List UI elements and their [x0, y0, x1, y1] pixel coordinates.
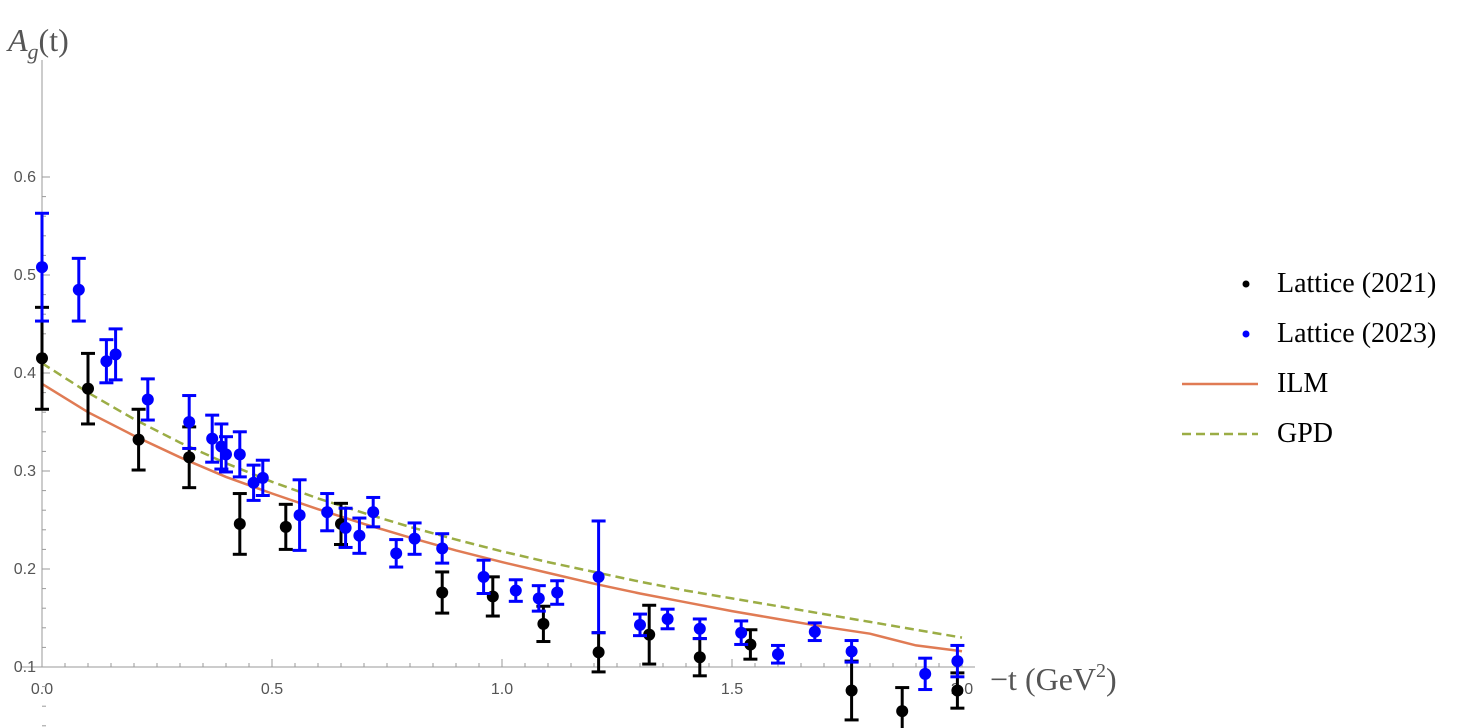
axes: 0.00.51.01.52.0 0.10.20.30.40.50.6 — [14, 60, 975, 727]
data-point — [919, 667, 932, 680]
data-point — [537, 617, 550, 630]
data-point — [353, 529, 366, 542]
series-line-gpd — [41, 362, 963, 639]
legend-label-lattice-2021: Lattice (2021) — [1277, 268, 1436, 299]
data-point — [247, 476, 260, 489]
legend-label-gpd: GPD — [1277, 418, 1333, 449]
data-point — [390, 547, 403, 560]
legend-marker-lattice-2023 — [1242, 330, 1250, 338]
y-tick-label: 0.2 — [14, 561, 36, 578]
data-point — [808, 625, 821, 638]
x-axis-title-suffix: ) — [1106, 661, 1117, 697]
x-axis-title-sup: 2 — [1096, 660, 1106, 682]
data-point — [293, 509, 306, 522]
data-point — [551, 586, 564, 599]
data-point — [693, 622, 706, 635]
data-point — [72, 283, 85, 296]
data-point — [436, 542, 449, 555]
data-point — [744, 638, 757, 651]
data-point — [100, 355, 113, 368]
data-point — [279, 520, 292, 533]
data-point — [509, 584, 522, 597]
data-point — [436, 586, 449, 599]
y-axis-title-sub: g — [28, 39, 39, 64]
data-point — [661, 612, 674, 625]
data-point — [845, 684, 858, 697]
data-point — [477, 570, 490, 583]
y-axis-title-suffix: (t) — [39, 22, 69, 58]
data-point — [206, 432, 219, 445]
y-tick-label: 0.6 — [14, 169, 36, 186]
data-point — [634, 618, 646, 631]
data-point — [82, 382, 94, 395]
data-point — [339, 521, 352, 534]
y-tick-label: 0.4 — [14, 365, 36, 382]
data-point — [132, 433, 145, 446]
data-point — [109, 348, 122, 361]
x-tick-label: 0.0 — [31, 681, 53, 698]
y-tick-label: 0.3 — [14, 463, 36, 480]
data-point — [408, 532, 421, 545]
series-line-ilm — [41, 382, 963, 653]
data-point — [220, 448, 232, 461]
plot-area — [35, 211, 965, 728]
data-point — [183, 416, 196, 428]
data-point — [735, 626, 748, 639]
series-lattice-2023- — [35, 211, 965, 692]
x-axis-title: −t (GeV2) — [990, 660, 1117, 697]
x-ticks: 0.00.51.01.52.0 — [31, 659, 973, 698]
data-point — [951, 684, 964, 697]
x-axis-title-main: −t (GeV — [990, 661, 1096, 697]
data-point — [321, 506, 334, 519]
y-tick-label: 0.1 — [14, 659, 36, 676]
data-point — [256, 471, 269, 484]
data-point — [845, 645, 858, 658]
legend-label-ilm: ILM — [1277, 368, 1328, 399]
data-point — [36, 352, 48, 365]
legend-label-lattice-2023: Lattice (2023) — [1277, 318, 1436, 349]
x-tick-label: 1.5 — [721, 681, 743, 698]
data-point — [951, 655, 964, 668]
x-tick-label: 1.0 — [491, 681, 513, 698]
data-point — [592, 570, 605, 583]
data-point — [233, 448, 246, 461]
data-point — [233, 517, 246, 530]
data-point — [643, 628, 656, 641]
data-point — [367, 506, 380, 519]
data-point — [36, 261, 48, 274]
y-axis-title-main: A — [6, 22, 28, 58]
data-point — [693, 651, 706, 664]
legend: Lattice (2021) Lattice (2023) ILM GPD — [1182, 268, 1436, 449]
x-tick-label: 0.5 — [261, 681, 283, 698]
y-ticks: 0.1 0.2 0.3 0.4 0.5 0.6 — [14, 169, 50, 727]
data-point — [141, 393, 154, 406]
data-point — [532, 592, 545, 605]
data-point — [592, 646, 605, 659]
data-point — [183, 451, 196, 464]
y-tick-label: 0.5 — [14, 267, 36, 284]
data-point — [896, 705, 909, 718]
y-axis-title: Ag(t) — [6, 22, 69, 64]
series-lattice-2021- — [35, 305, 965, 728]
data-point — [772, 648, 784, 661]
legend-marker-lattice-2021 — [1242, 280, 1250, 288]
